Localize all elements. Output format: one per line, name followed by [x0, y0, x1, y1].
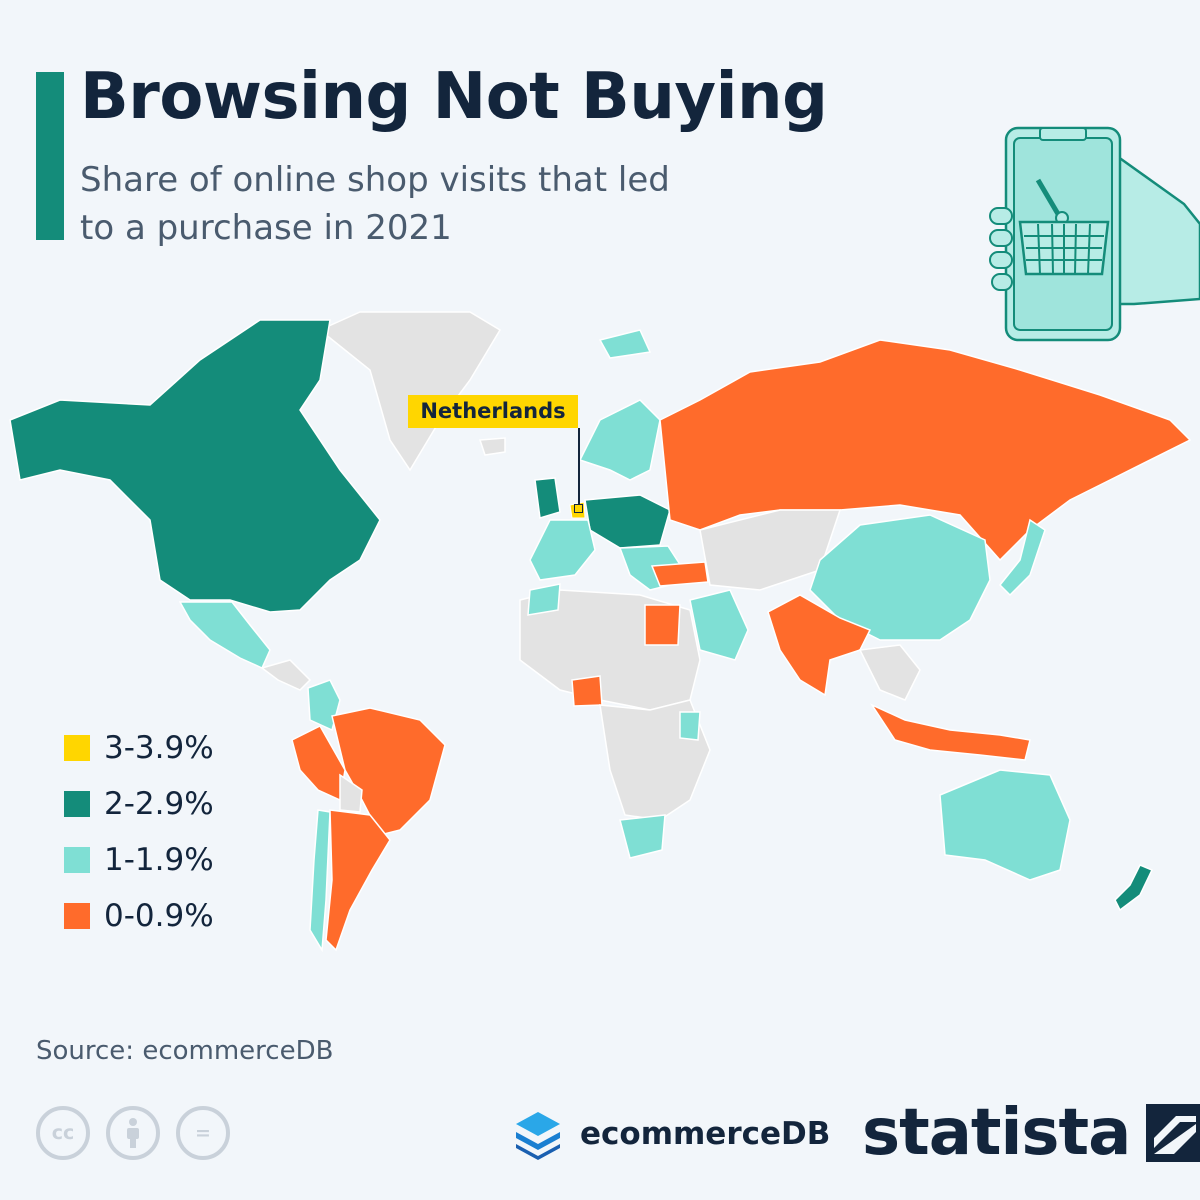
phone-basket-icon: [989, 126, 1200, 342]
region-central-europe: [584, 494, 671, 549]
attribution-icon[interactable]: [106, 1106, 160, 1160]
region-japan: [998, 518, 1046, 597]
license-icons: cc =: [36, 1106, 230, 1160]
ecommercedb-layers-icon: [516, 1112, 560, 1160]
source-text: Source: ecommerceDB: [36, 1036, 334, 1066]
region-mexico: [178, 601, 271, 669]
statista-mark-icon: [1146, 1104, 1200, 1162]
legend-label: 1-1.9%: [104, 842, 214, 878]
region-turkey: [650, 561, 709, 587]
chart-title: Browsing Not Buying: [80, 60, 828, 134]
statista-logo[interactable]: statista: [862, 1096, 1200, 1170]
region-uk: [534, 477, 561, 519]
statista-name: statista: [862, 1096, 1131, 1170]
region-saudi-arabia: [689, 589, 749, 661]
region-greenland: [318, 311, 502, 472]
legend-swatch: [64, 791, 90, 817]
legend-label: 0-0.9%: [104, 898, 214, 934]
legend-item: 1-1.9%: [64, 832, 214, 888]
legend-swatch: [64, 903, 90, 929]
legend: 3-3.9% 2-2.9% 1-1.9% 0-0.9%: [64, 720, 214, 944]
region-iceland: [478, 437, 506, 456]
netherlands-callout: Netherlands: [408, 395, 578, 428]
region-north-america: [9, 319, 381, 613]
region-new-zealand: [1114, 864, 1154, 912]
ecommercedb-logo[interactable]: ecommerceDB: [512, 1108, 830, 1160]
legend-label: 2-2.9%: [104, 786, 214, 822]
region-central-america: [260, 659, 312, 691]
no-derivatives-icon[interactable]: =: [176, 1106, 230, 1160]
region-egypt: [644, 604, 681, 646]
nd-icon-label: =: [195, 1122, 211, 1144]
callout-marker: [574, 504, 583, 513]
region-nigeria: [571, 675, 603, 707]
region-indonesia: [869, 703, 1031, 761]
cc-icon-label: cc: [51, 1122, 75, 1144]
accent-bar: [36, 72, 64, 240]
legend-item: 0-0.9%: [64, 888, 214, 944]
region-russia: [659, 339, 1192, 562]
legend-item: 3-3.9%: [64, 720, 214, 776]
world-map: [9, 311, 1192, 953]
region-argentina: [325, 809, 391, 952]
region-svalbard: [598, 329, 652, 359]
region-india: [767, 594, 872, 697]
legend-swatch: [64, 847, 90, 873]
legend-label: 3-3.9%: [104, 730, 214, 766]
person-icon: [127, 1118, 139, 1148]
region-bolivia: [339, 773, 363, 813]
legend-item: 2-2.9%: [64, 776, 214, 832]
cc-icon[interactable]: cc: [36, 1106, 90, 1160]
legend-swatch: [64, 735, 90, 761]
region-kenya: [679, 711, 701, 741]
region-australia: [939, 769, 1071, 881]
callout-leader-line: [578, 428, 580, 508]
region-southeast-asia: [858, 644, 921, 701]
region-south-africa: [619, 814, 666, 859]
region-scandinavia: [578, 399, 661, 481]
region-china: [809, 514, 991, 641]
ecommercedb-name: ecommerceDB: [580, 1116, 831, 1152]
region-morocco: [527, 583, 561, 616]
region-western-europe: [529, 519, 596, 581]
chart-subtitle: Share of online shop visits that led to …: [80, 160, 670, 248]
